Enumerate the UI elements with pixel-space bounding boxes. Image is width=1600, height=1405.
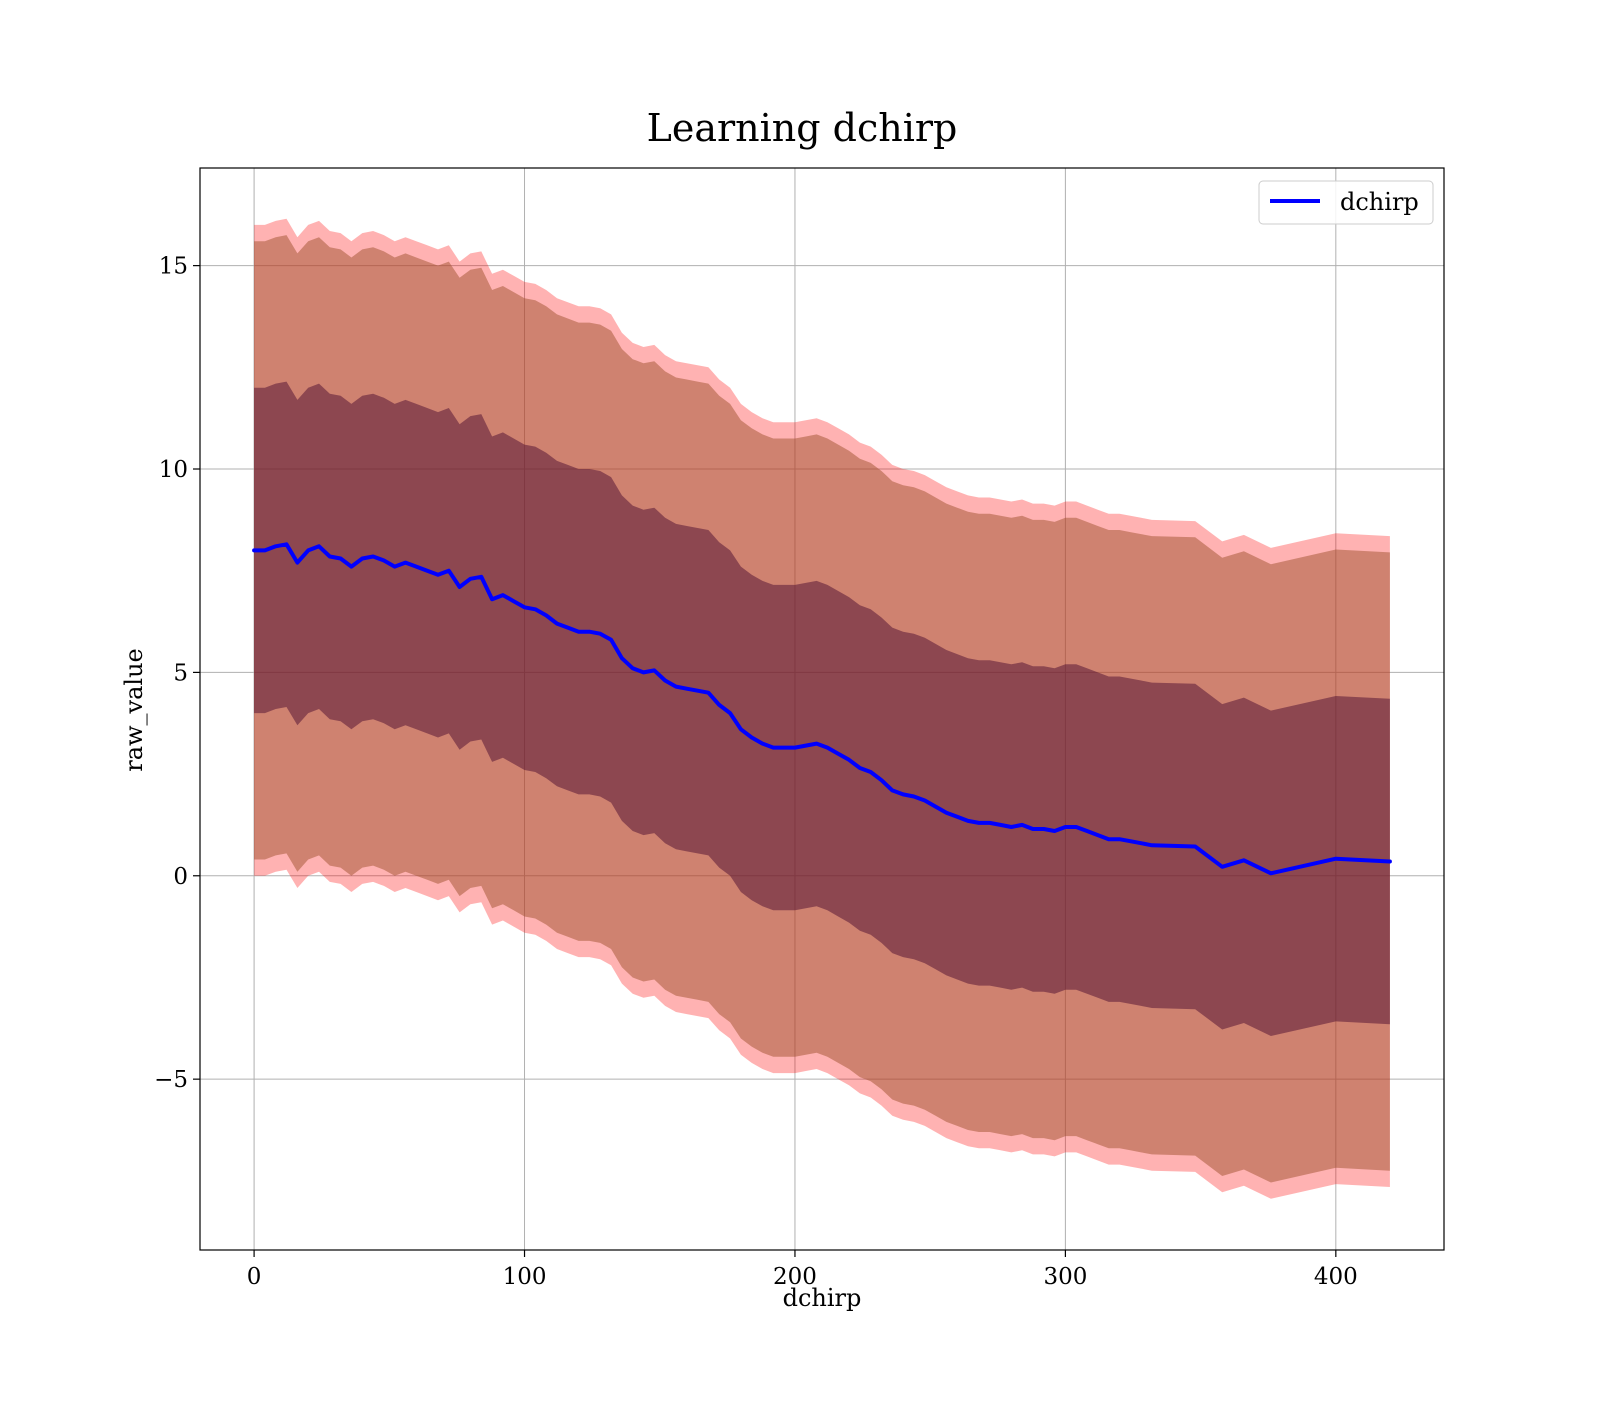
tick-layer: 0 100 200 300 400 −5 0 5 10 15 [154, 254, 1358, 1290]
legend-label: dchirp [1340, 188, 1419, 216]
y-tick-label: 15 [159, 254, 188, 280]
x-axis-label: dchirp [783, 1284, 862, 1312]
y-tick-label: −5 [154, 1067, 188, 1093]
y-tick-label: 5 [173, 660, 188, 686]
series-line-dchirp [252, 542, 1392, 876]
y-tick-label: 0 [173, 864, 188, 890]
x-tick-label: 100 [503, 1264, 547, 1290]
x-tick-label: 400 [1314, 1264, 1358, 1290]
legend-box [1258, 180, 1434, 225]
chart-title: Learning dchirp [647, 106, 958, 150]
x-tick-label: 200 [773, 1264, 817, 1290]
band-layer [254, 218, 1390, 1199]
x-tick-label: 300 [1043, 1264, 1087, 1290]
line-layer [252, 542, 1392, 876]
legend: dchirp [1258, 180, 1434, 225]
plot-frame [199, 167, 1445, 1251]
x-tick-label: 0 [247, 1264, 262, 1290]
y-axis-label: raw_value [120, 648, 148, 772]
band-inner [254, 381, 1390, 1037]
y-tick-label: 10 [159, 457, 188, 483]
